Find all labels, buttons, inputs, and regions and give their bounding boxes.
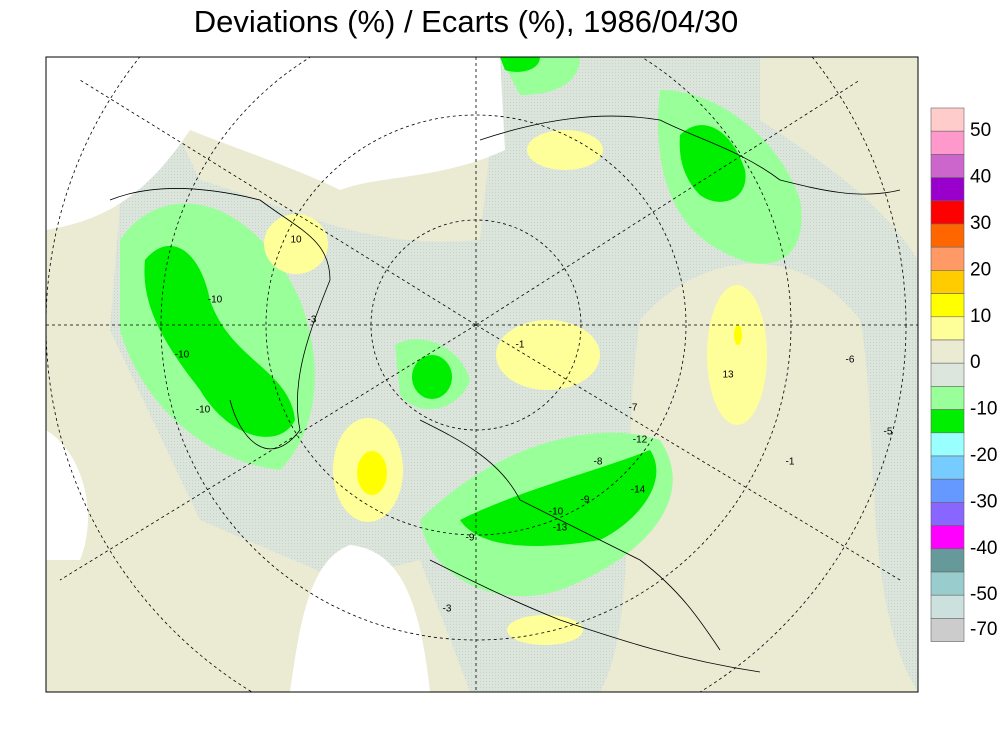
legend-swatch <box>930 316 965 341</box>
contour-label: -1 <box>516 340 525 351</box>
legend-swatch <box>930 571 965 596</box>
contour-label: -9 <box>466 533 475 544</box>
contour-label: -10 <box>208 295 223 306</box>
legend-label: 10 <box>970 306 991 327</box>
legend-swatch <box>930 455 965 480</box>
legend-label: -40 <box>970 538 997 559</box>
contour-label: -5 <box>884 427 893 438</box>
contour-label: -9 <box>581 495 590 506</box>
contour-labels: -10 -10 -10 10 -3 -1 -7 -12 -8 -9 -10 -13 -14 -9 13 -6 -… <box>175 235 893 615</box>
contour-label: -3 <box>308 315 317 326</box>
legend-swatch <box>930 502 965 526</box>
title: Deviations (%) / Ecarts (%), 1986/04/30 <box>194 4 738 39</box>
contour-label: -1 <box>786 457 795 468</box>
legend-swatch <box>930 200 965 225</box>
legend-swatch <box>930 223 965 248</box>
legend-swatch <box>930 362 965 387</box>
contour-label: -12 <box>633 435 648 446</box>
contour-label: -6 <box>846 355 855 366</box>
legend-swatch <box>930 177 965 202</box>
legend-swatch <box>930 130 965 155</box>
contour-label: -10 <box>175 350 190 361</box>
legend-label: -70 <box>970 619 997 640</box>
legend-swatch <box>930 386 965 410</box>
contour-label: -10 <box>196 405 211 416</box>
legend-label: -30 <box>970 491 997 512</box>
contour-label: -3 <box>443 604 452 615</box>
legend-swatch <box>930 107 965 132</box>
legend-label: -50 <box>970 584 997 605</box>
legend-label: -10 <box>970 399 997 420</box>
contour-label: -10 <box>549 507 564 518</box>
legend-label: 20 <box>970 259 991 280</box>
legend-swatch <box>930 618 965 642</box>
legend-swatch <box>930 548 965 573</box>
legend-label: 40 <box>970 167 991 188</box>
legend-label: 30 <box>970 213 991 234</box>
contour-label: -13 <box>553 523 568 534</box>
map <box>46 57 918 692</box>
contour-label: 13 <box>722 370 734 381</box>
legend-swatch <box>930 246 965 271</box>
legend-swatch <box>930 478 965 503</box>
legend-swatch <box>930 594 965 619</box>
legend-swatch <box>930 270 965 294</box>
legend-label: 50 <box>970 120 991 141</box>
legend-label: 0 <box>970 352 981 373</box>
legend: 50 40 30 20 10 0 -10 -20 -30 -40 -50 -70 <box>930 107 997 642</box>
legend-swatch <box>930 409 965 434</box>
contour-label: 10 <box>290 235 302 246</box>
legend-swatch <box>930 339 965 364</box>
legend-swatch <box>930 432 965 457</box>
legend-swatch <box>930 525 965 550</box>
contour-label: -7 <box>629 403 638 414</box>
legend-swatch <box>930 293 965 318</box>
contour-label: -8 <box>594 457 603 468</box>
legend-label: -20 <box>970 445 997 466</box>
contour-label: -14 <box>631 485 646 496</box>
legend-swatch <box>930 154 965 178</box>
map-frame <box>45 56 919 693</box>
